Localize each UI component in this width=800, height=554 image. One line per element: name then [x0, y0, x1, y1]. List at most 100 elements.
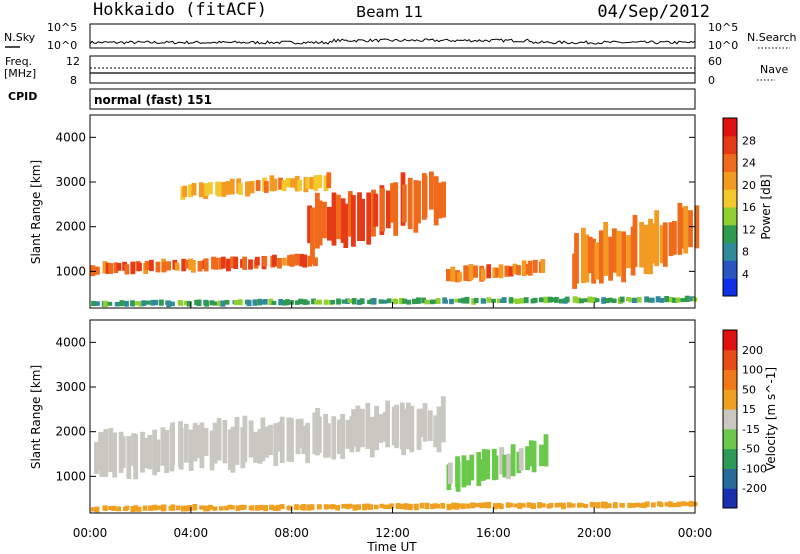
heatmap-cell [399, 297, 404, 305]
heatmap-cell [159, 299, 164, 306]
heatmap-cell [456, 503, 462, 508]
colorbar-tick: 200 [742, 344, 763, 357]
heatmap-cell [297, 180, 302, 191]
heatmap-cell [570, 503, 576, 508]
heatmap-cell [619, 296, 625, 303]
heatmap-cell [604, 298, 610, 304]
heatmap-cell [216, 181, 222, 197]
heatmap-cell [508, 297, 514, 304]
heatmap-cell [302, 254, 308, 268]
heatmap-cell [264, 426, 269, 458]
colorbar-segment [723, 468, 737, 489]
heatmap-cell [365, 402, 371, 449]
colorbar-tick: -100 [742, 462, 767, 475]
heatmap-cell [668, 297, 674, 303]
heatmap-cell [547, 296, 553, 303]
heatmap-cell [466, 460, 471, 486]
heatmap-cell [257, 429, 263, 464]
heatmap-cell [135, 301, 140, 306]
heatmap-cell [516, 265, 521, 276]
heatmap-cell [548, 502, 554, 508]
heatmap-cell [626, 235, 631, 269]
heatmap-cell [347, 191, 353, 237]
heatmap-cell [255, 505, 260, 511]
heatmap-cell [685, 502, 691, 507]
heatmap-cell [681, 501, 687, 507]
heatmap-cell [259, 299, 265, 305]
heatmap-cell [304, 300, 310, 305]
heatmap-cell [299, 253, 305, 267]
heatmap-cell [301, 425, 307, 454]
heatmap-cell [436, 406, 442, 453]
heatmap-cell [537, 502, 542, 509]
heatmap-cell [449, 298, 454, 305]
heatmap-cell [382, 299, 388, 304]
heatmap-cell [217, 300, 223, 307]
heatmap-cell [446, 269, 451, 282]
colorbar-segment [723, 118, 737, 137]
heatmap-cell [676, 501, 682, 508]
heatmap-cell [502, 454, 508, 478]
heatmap-cell [694, 205, 700, 249]
heatmap-cell [284, 299, 290, 306]
heatmap-cell [326, 423, 331, 458]
heatmap-cell [399, 503, 405, 510]
heatmap-cell [335, 504, 340, 511]
heatmap-cell [587, 296, 593, 303]
heatmap-cell [608, 297, 613, 303]
heatmap-cell [295, 419, 301, 455]
heatmap-cell [309, 177, 315, 190]
heatmap-cell [582, 298, 588, 303]
heatmap-cell [649, 297, 655, 303]
heatmap-cell [136, 506, 142, 512]
heatmap-cell [249, 505, 255, 511]
heatmap-cell [457, 272, 463, 282]
heatmap-cell [486, 264, 492, 279]
heatmap-cell [317, 416, 322, 453]
heatmap-cell [180, 505, 186, 512]
heatmap-cell [603, 222, 609, 276]
heatmap-cell [229, 178, 235, 195]
heatmap-cell [289, 254, 295, 267]
heatmap-cell [188, 184, 193, 198]
heatmap-cell [317, 200, 323, 246]
heatmap-cell [408, 503, 413, 511]
heatmap-cell [114, 301, 120, 307]
heatmap-cell [294, 253, 300, 266]
heatmap-cell [373, 504, 379, 510]
heatmap-cell [220, 300, 226, 307]
heatmap-cell [386, 298, 392, 304]
heatmap-cell [627, 502, 633, 509]
heatmap-cell [608, 236, 613, 281]
heatmap-cell [255, 180, 261, 191]
heatmap-cell [416, 408, 422, 451]
heatmap-cell [470, 502, 476, 509]
velocity-colorbar-label: Velocity [m s^-1] [764, 367, 778, 471]
heatmap-cell [317, 504, 322, 510]
heatmap-cell [371, 298, 377, 305]
heatmap-cell [145, 300, 151, 305]
colorbar-tick: 24 [742, 157, 756, 170]
heatmap-cell [581, 227, 586, 284]
heatmap-cell [443, 299, 448, 304]
heatmap-cell [294, 504, 299, 511]
colorbar-segment [723, 428, 737, 450]
colorbar-segment [723, 330, 737, 351]
velocity-colorbar-frame [722, 329, 738, 509]
heatmap-cell [351, 195, 356, 247]
colorbar-segment [723, 242, 737, 261]
heatmap-cell [227, 504, 233, 510]
heatmap-cell [124, 505, 130, 511]
heatmap-cell [385, 400, 390, 448]
heatmap-cell [689, 296, 695, 302]
heatmap-cell [313, 257, 318, 267]
heatmap-cell [130, 261, 136, 275]
heatmap-cell [228, 429, 233, 470]
beam-label: Beam 11 [356, 3, 423, 21]
heatmap-cell [327, 504, 333, 509]
heatmap-cell [205, 505, 211, 512]
heatmap-cell [499, 447, 505, 475]
heatmap-cell [414, 503, 419, 511]
heatmap-cell [564, 296, 570, 303]
heatmap-cell [203, 258, 209, 272]
